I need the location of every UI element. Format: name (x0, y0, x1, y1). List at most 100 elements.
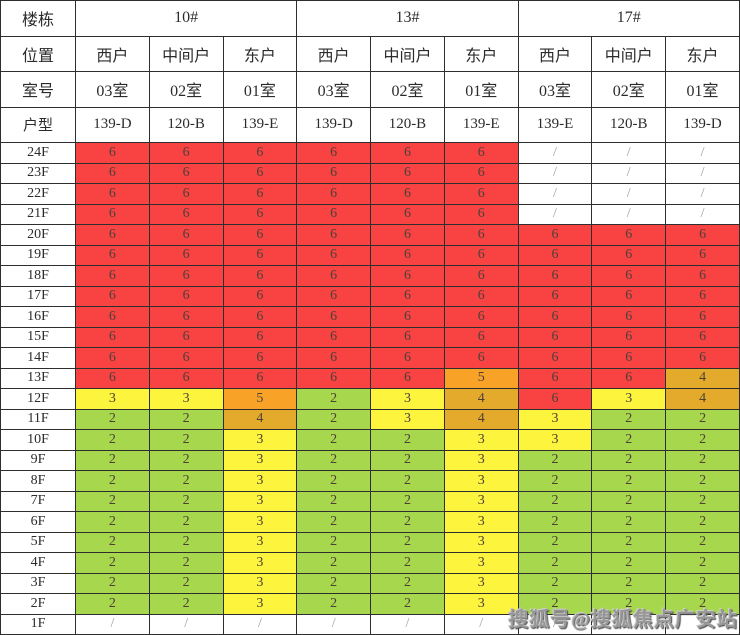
availability-cell: 6 (296, 367, 372, 389)
availability-cell: 2 (665, 511, 740, 533)
availability-cell: 2 (75, 572, 150, 594)
header-row-building: 楼栋 10# 13# 17# (0, 0, 740, 37)
availability-cell: 6 (370, 162, 445, 184)
unit-type-header: 139-E (443, 106, 519, 143)
availability-cell: 6 (296, 183, 372, 205)
availability-cell: 6 (75, 183, 150, 205)
floor-row-label: 5F (0, 531, 76, 553)
availability-cell: 3 (222, 449, 298, 471)
availability-cell: 2 (148, 511, 224, 533)
availability-cell: 3 (370, 388, 445, 410)
availability-cell: 6 (222, 367, 298, 389)
floor-row-label: 15F (0, 326, 76, 348)
availability-cell: 2 (148, 593, 224, 615)
availability-cell: / (75, 613, 150, 635)
availability-cell: 2 (75, 449, 150, 471)
floor-row-label: 9F (0, 449, 76, 471)
unit-type-header: 139-E (517, 106, 593, 143)
availability-cell: 6 (443, 285, 519, 307)
floor-row: 20F 6 6 6 6 6 6 6 6 6 (0, 224, 740, 246)
availability-cell: 3 (443, 552, 519, 574)
availability-cell: 6 (370, 326, 445, 348)
unit-type-header: 139-D (75, 106, 150, 143)
floor-row-label: 20F (0, 224, 76, 246)
availability-cell: 6 (517, 265, 593, 287)
availability-cell: 2 (591, 408, 667, 430)
availability-cell: 3 (443, 531, 519, 553)
position-header: 中间户 (148, 35, 224, 72)
availability-cell: 6 (296, 347, 372, 369)
availability-cell: 3 (591, 388, 667, 410)
availability-cell: 2 (148, 429, 224, 451)
availability-cell: 6 (148, 183, 224, 205)
availability-cell: 6 (591, 285, 667, 307)
availability-cell: 6 (443, 244, 519, 266)
availability-cell: 6 (75, 347, 150, 369)
availability-cell: 3 (75, 388, 150, 410)
availability-cell: 2 (665, 593, 740, 615)
availability-cell: 6 (443, 224, 519, 246)
floor-row-label: 7F (0, 490, 76, 512)
availability-cell: 2 (370, 572, 445, 594)
availability-cell: / (517, 203, 593, 225)
floor-row: 15F 6 6 6 6 6 6 6 6 6 (0, 326, 740, 348)
table-header: 楼栋 10# 13# 17# 位置 西户 中间户 东户 西户 中间户 东户 西户 中间户 东户 室号 03室 0… (0, 0, 740, 143)
availability-cell: 2 (296, 470, 372, 492)
availability-cell: 6 (222, 203, 298, 225)
availability-cell: 2 (665, 408, 740, 430)
availability-cell: 2 (296, 490, 372, 512)
availability-cell: 6 (148, 142, 224, 164)
availability-cell: 2 (665, 429, 740, 451)
floor-row: 4F 2 2 3 2 2 3 2 2 2 (0, 552, 740, 574)
floor-row: 5F 2 2 3 2 2 3 2 2 2 (0, 531, 740, 553)
availability-cell: 3 (222, 552, 298, 574)
floor-row-label: 13F (0, 367, 76, 389)
availability-cell: 2 (517, 511, 593, 533)
availability-cell: 6 (296, 162, 372, 184)
availability-cell: 2 (370, 449, 445, 471)
availability-cell: 6 (75, 306, 150, 328)
position-header: 东户 (443, 35, 519, 72)
availability-cell: 6 (148, 203, 224, 225)
availability-cell: 2 (370, 552, 445, 574)
availability-cell: / (591, 613, 667, 635)
availability-cell: / (665, 203, 740, 225)
availability-cell: 6 (75, 367, 150, 389)
availability-cell: 6 (517, 367, 593, 389)
availability-cell: 2 (75, 511, 150, 533)
position-header: 西户 (517, 35, 593, 72)
availability-cell: 6 (222, 224, 298, 246)
availability-cell: / (222, 613, 298, 635)
availability-cell: 6 (370, 203, 445, 225)
availability-cell: 2 (75, 490, 150, 512)
floor-row: 8F 2 2 3 2 2 3 2 2 2 (0, 470, 740, 492)
availability-cell: 2 (370, 593, 445, 615)
availability-cell: 2 (148, 470, 224, 492)
unit-type-header: 120-B (591, 106, 667, 143)
availability-cell: 3 (443, 490, 519, 512)
availability-cell: / (517, 162, 593, 184)
availability-cell: 2 (370, 470, 445, 492)
floor-row-label: 17F (0, 285, 76, 307)
availability-cell: 2 (75, 429, 150, 451)
header-row-room: 室号 03室 02室 01室 03室 02室 01室 03室 02室 01室 (0, 71, 740, 108)
header-row-unit-type: 户型 139-D 120-B 139-E 139-D 120-B 139-E 139-E 120… (0, 106, 740, 143)
availability-cell: 6 (222, 183, 298, 205)
position-header: 中间户 (370, 35, 445, 72)
header-row-position: 位置 西户 中间户 东户 西户 中间户 东户 西户 中间户 东户 (0, 35, 740, 72)
building-header: 10# (74, 0, 298, 37)
building-header: 17# (517, 0, 740, 37)
availability-cell: 6 (370, 367, 445, 389)
availability-cell: 2 (591, 572, 667, 594)
availability-cell: 6 (370, 265, 445, 287)
availability-cell: 6 (148, 285, 224, 307)
availability-cell: 6 (443, 347, 519, 369)
availability-cell: 6 (222, 244, 298, 266)
availability-cell: / (591, 142, 667, 164)
availability-cell: 6 (665, 306, 740, 328)
floor-row-label: 22F (0, 183, 76, 205)
availability-cell: 6 (517, 244, 593, 266)
availability-cell: 6 (148, 326, 224, 348)
availability-cell: 2 (370, 531, 445, 553)
